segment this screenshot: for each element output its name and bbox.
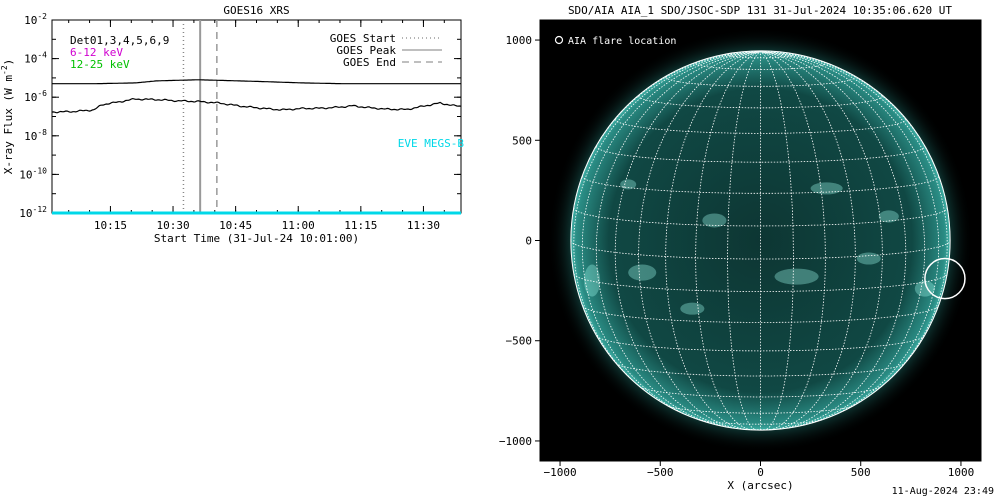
heliographic-grid	[570, 51, 951, 431]
latitude-line	[615, 362, 906, 377]
longitude-line	[638, 51, 761, 430]
aia-y-tick-label: −500	[506, 335, 533, 348]
aia-y-tick-label: −1000	[499, 435, 532, 448]
x-tick-label: 10:45	[219, 219, 252, 232]
goes-x-axis-label: Start Time (31-Jul-24 10:01:00)	[154, 232, 359, 245]
active-region-patch	[810, 182, 843, 195]
eve-megs-label: EVE MEGS-B	[398, 137, 465, 150]
y-tick-label: 10-10	[19, 166, 47, 181]
longitude-line	[760, 51, 883, 430]
legend-circle-icon	[554, 35, 564, 45]
aia-image-layer	[548, 28, 973, 453]
goes-chart: GOES16 XRS 10-2 10-4 10-6 10-8 10-10 10-12 X-ra…	[0, 4, 464, 245]
latitude-line	[666, 405, 855, 414]
aia-x-tick-label: 0	[757, 466, 764, 479]
x-tick-label: 11:30	[407, 219, 440, 232]
longitude-line	[760, 51, 940, 425]
aia-legend-label: AIA flare location	[568, 36, 676, 47]
flux-series-line	[51, 97, 462, 114]
footer-timestamp: 11-Aug-2024 23:49	[891, 486, 994, 497]
latitude-line	[581, 175, 940, 194]
aia-x-tick-label: −1000	[543, 466, 576, 479]
active-region-patch	[856, 252, 881, 265]
active-regions	[584, 179, 935, 315]
aia-x-tick-label: 500	[851, 466, 871, 479]
longitude-line	[581, 51, 761, 425]
x-tick-label: 10:15	[94, 219, 127, 232]
longitude-line	[695, 51, 761, 431]
aia-y-tick-label: 0	[525, 235, 532, 248]
x-tick-label: 11:15	[344, 219, 377, 232]
latitude-line	[639, 386, 882, 398]
aia-y-tick-label: 500	[512, 134, 532, 147]
y-tick-label: 10-8	[24, 128, 47, 143]
x-tick-label: 11:00	[282, 219, 315, 232]
aia-chart: SDO/AIA AIA_1 SDO/JSOC-SDP 131 31-Jul-20…	[499, 4, 982, 492]
legend-label: GOES Start	[330, 32, 396, 45]
longitude-line	[614, 51, 761, 429]
latitude-line	[665, 77, 856, 87]
flux-series-line	[52, 79, 461, 85]
longitude-line	[595, 51, 761, 428]
x-tick-label: 10:30	[156, 219, 189, 232]
limb-outline	[570, 50, 951, 431]
longitude-line	[760, 51, 826, 431]
legend-label: GOES Peak	[336, 44, 396, 57]
active-region-patch	[584, 264, 601, 297]
longitude-line	[727, 51, 761, 431]
detectors-label: Det01,3,4,5,6,9	[70, 34, 169, 47]
active-region-patch	[878, 210, 899, 223]
goes-chart-title: GOES16 XRS	[223, 4, 289, 17]
active-region-patch	[680, 302, 705, 315]
y-tick-label: 10-2	[24, 12, 47, 27]
longitude-line	[573, 51, 761, 406]
legend-label: GOES End	[343, 56, 396, 69]
aia-title: SDO/AIA AIA_1 SDO/JSOC-SDP 131 31-Jul-20…	[568, 4, 952, 17]
channel-label: 12-25 keV	[70, 58, 130, 71]
latitude-line	[573, 273, 948, 292]
aia-x-tick-label: −500	[647, 466, 674, 479]
longitude-line	[760, 51, 926, 428]
active-region-patch	[774, 268, 819, 285]
longitude-line	[760, 51, 794, 431]
y-tick-label: 10-4	[24, 51, 47, 66]
flare-location-marker	[924, 257, 966, 300]
active-region-patch	[702, 213, 727, 228]
y-tick-label: 10-12	[19, 205, 47, 220]
longitude-line	[760, 51, 907, 429]
goes-y-axis-label: X-ray Flux (W m-2)	[0, 59, 15, 175]
active-region-patch	[628, 264, 657, 281]
aia-y-tick-label: 1000	[506, 34, 533, 47]
aia-x-axis-label: X (arcsec)	[727, 479, 793, 492]
y-tick-label: 10-6	[24, 89, 47, 104]
longitude-line	[760, 51, 948, 406]
aia-x-tick-label: 1000	[948, 466, 975, 479]
channel-label: 6-12 keV	[70, 46, 123, 59]
